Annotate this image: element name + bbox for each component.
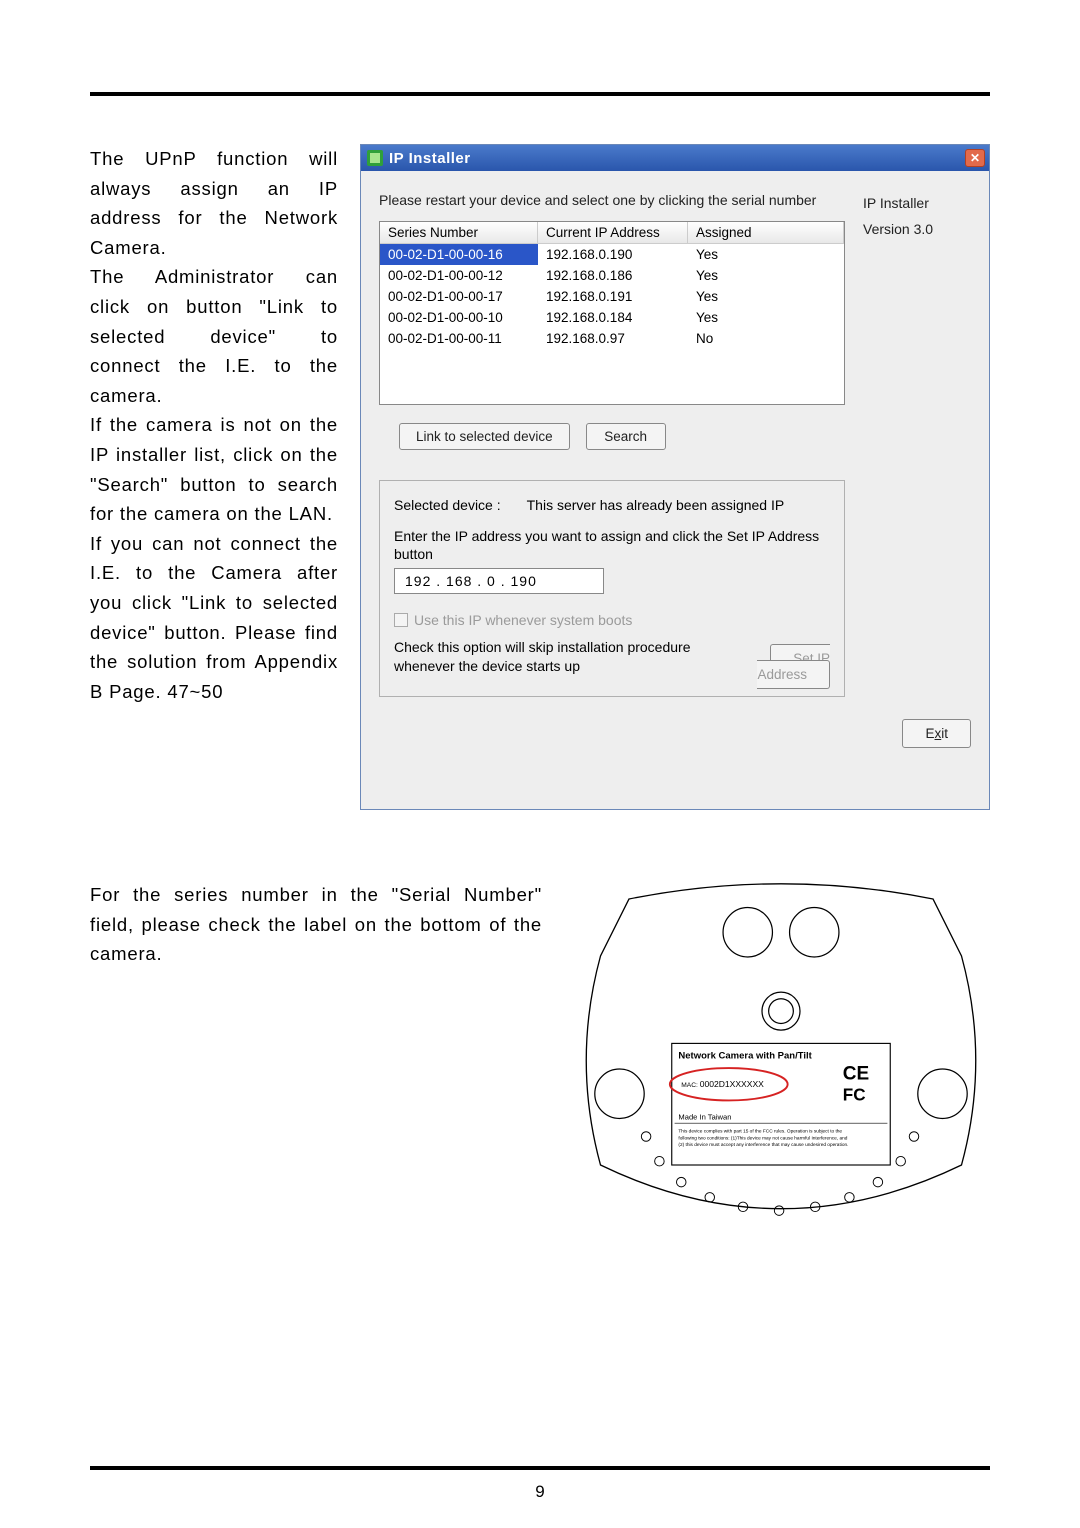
selected-device-msg: This server has already been assigned IP (527, 497, 785, 513)
table-row[interactable]: 00-02-D1-00-00-12192.168.0.186Yes (380, 265, 844, 286)
table-row[interactable]: 00-02-D1-00-00-16192.168.0.190Yes (380, 244, 844, 265)
svg-text:Network Camera with Pan/Tilt: Network Camera with Pan/Tilt (678, 1051, 812, 1062)
check-note: Check this option will skip installation… (394, 638, 714, 676)
ip-address-input[interactable]: 192 . 168 . 0 . 190 (394, 568, 604, 594)
version-label: Version 3.0 (863, 221, 971, 237)
use-ip-label: Use this IP whenever system boots (414, 612, 632, 628)
app-icon (367, 150, 383, 166)
use-ip-checkbox[interactable] (394, 613, 408, 627)
bottom-divider (90, 1466, 990, 1470)
svg-text:Made In Taiwan: Made In Taiwan (678, 1112, 731, 1121)
page-number: 9 (0, 1482, 1080, 1502)
para-1: The UPnP function will always assign an … (90, 144, 338, 262)
para-3: If the camera is not on the IP installer… (90, 410, 338, 528)
enter-ip-label: Enter the IP address you want to assign … (394, 527, 830, 565)
serial-note: For the series number in the "Serial Num… (90, 880, 542, 969)
dialog-instruction: Please restart your device and select on… (379, 191, 845, 211)
camera-bottom-diagram: Network Camera with Pan/Tilt MAC: 0002D1… (572, 880, 990, 1246)
search-button[interactable]: Search (586, 423, 666, 450)
svg-text:following two conditions: (1)T: following two conditions: (1)This device… (678, 1135, 847, 1141)
table-row[interactable]: 00-02-D1-00-00-17192.168.0.191Yes (380, 286, 844, 307)
top-divider (90, 92, 990, 96)
svg-text:CE: CE (843, 1064, 869, 1085)
svg-text:FC: FC (843, 1085, 866, 1104)
set-ip-button[interactable]: Set IP Address (757, 644, 830, 689)
ip-assign-group: Selected device : This server has alread… (379, 480, 845, 698)
exit-button[interactable]: Exit (902, 719, 971, 748)
close-icon[interactable]: ✕ (965, 149, 985, 167)
table-row[interactable]: 00-02-D1-00-00-11192.168.0.97No (380, 328, 844, 349)
svg-text:This device complies with part: This device complies with part 15 of the… (678, 1129, 842, 1135)
ip-installer-dialog: IP Installer ✕ Please restart your devic… (360, 144, 990, 810)
dialog-title: IP Installer (389, 150, 471, 167)
selected-device-label: Selected device : (394, 497, 501, 513)
left-instruction-text: The UPnP function will always assign an … (90, 144, 338, 810)
device-list[interactable]: Series Number Current IP Address Assigne… (379, 221, 845, 405)
app-name-label: IP Installer (863, 195, 971, 211)
dialog-titlebar: IP Installer ✕ (361, 145, 989, 171)
col-assigned[interactable]: Assigned (688, 222, 844, 244)
svg-text:(2) this device must accept an: (2) this device must accept any interfer… (678, 1142, 848, 1148)
link-button[interactable]: Link to selected device (399, 423, 570, 450)
version-pane: IP Installer Version 3.0 Exit (863, 191, 971, 795)
list-header: Series Number Current IP Address Assigne… (380, 222, 844, 244)
para-4: If you can not connect the I.E. to the C… (90, 529, 338, 707)
para-2: The Administrator can click on button "L… (90, 262, 338, 410)
col-series[interactable]: Series Number (380, 222, 538, 244)
table-row[interactable]: 00-02-D1-00-00-10192.168.0.184Yes (380, 307, 844, 328)
col-ip[interactable]: Current IP Address (538, 222, 688, 244)
